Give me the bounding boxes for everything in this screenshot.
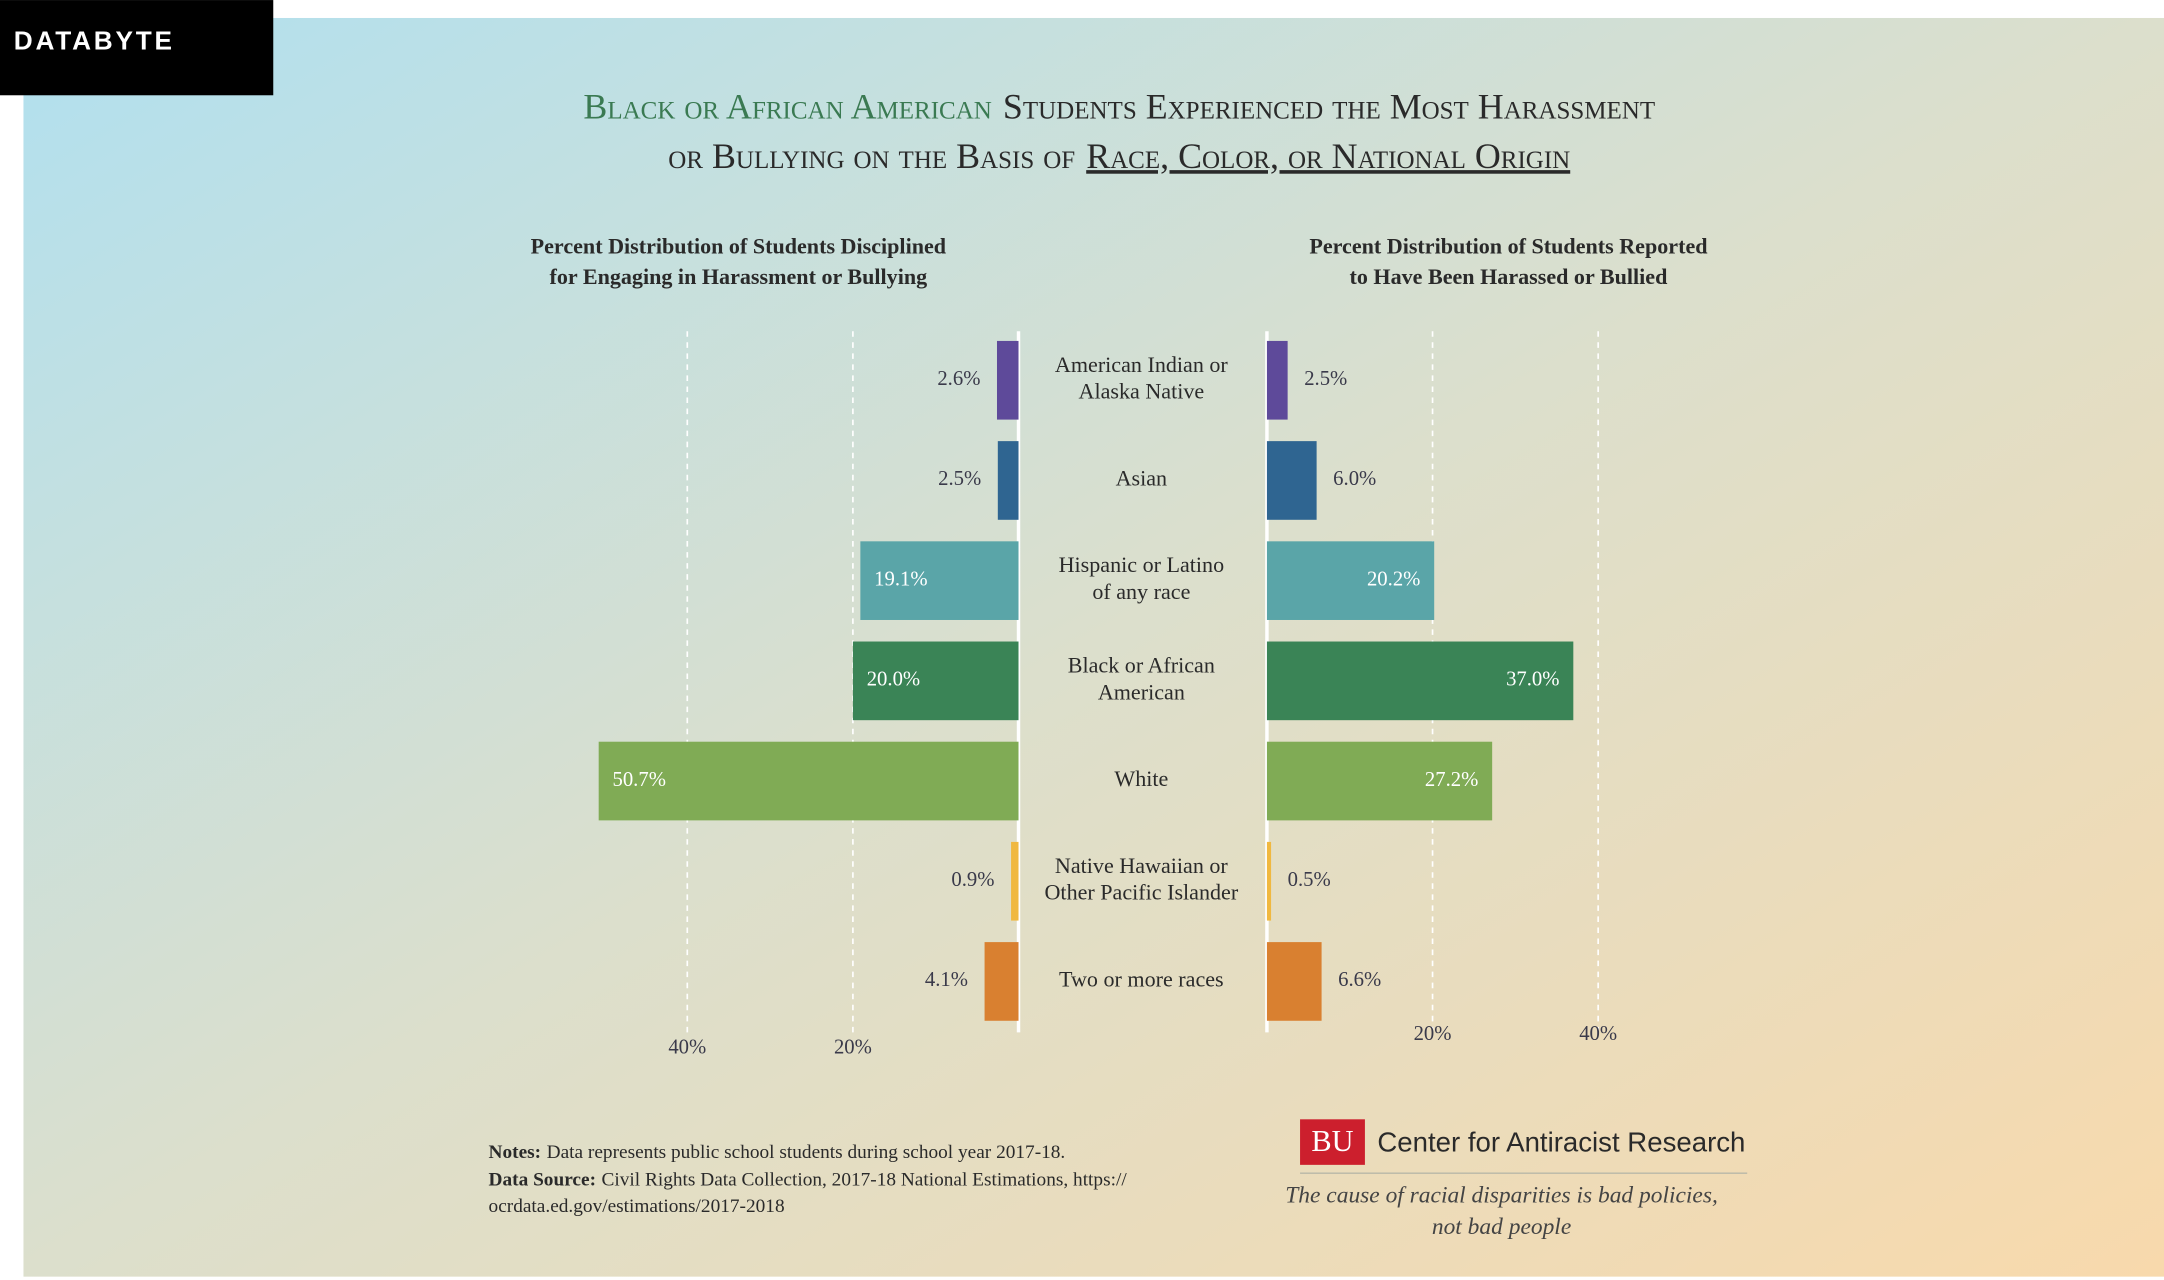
header: DATABYTE [14, 26, 175, 56]
bar [984, 942, 1019, 1021]
category-label: Black or African American [1068, 652, 1215, 704]
category-label: Native Hawaiian or Other Pacific Islander [1044, 853, 1238, 905]
bar [997, 441, 1019, 520]
bar [598, 741, 1019, 821]
title-highlight: Black or African American [583, 87, 991, 127]
category-label: Two or more races [1059, 966, 1224, 991]
value-label: 2.5% [1304, 368, 1347, 390]
panel-title: Percent Distribution of Students Discipl… [531, 234, 947, 289]
bar [1266, 841, 1272, 921]
value-label: 2.6% [937, 368, 980, 390]
title-underlined: Race, Color, or National Origin [1086, 136, 1570, 176]
logo-box [1300, 1119, 1365, 1165]
value-label: 19.1% [874, 568, 927, 590]
panel-title: Percent Distribution of Students Reporte… [1309, 234, 1708, 289]
bar [860, 541, 1019, 620]
value-label: 27.2% [1425, 769, 1478, 791]
value-label: 0.5% [1288, 869, 1331, 891]
value-label: 6.0% [1333, 468, 1376, 490]
source-text: Civil Rights Data Collection, 2017-18 Na… [602, 1170, 1128, 1191]
bar [1266, 441, 1317, 520]
title-line: Students Experienced the Most Harassment [1003, 87, 1655, 127]
x-tick-label: 40% [668, 1037, 706, 1059]
category-label: White [1114, 766, 1168, 791]
bar [1266, 942, 1322, 1021]
value-label: 6.6% [1338, 969, 1381, 991]
notes: Notes: Data represents public school stud… [489, 1142, 1066, 1163]
bar [996, 340, 1019, 420]
background [23, 17, 2164, 1277]
bar [1266, 641, 1574, 721]
category-label: Asian [1116, 466, 1168, 491]
category-label: American Indian or Alaska Native [1055, 352, 1229, 404]
value-label: 20.2% [1367, 568, 1420, 590]
x-tick-label: 20% [1414, 1023, 1452, 1045]
value-label: 2.5% [938, 468, 981, 490]
bar [1266, 541, 1435, 620]
chart-title: or Bullying on the Basis of Race, Color, … [668, 136, 1570, 176]
value-label: 0.9% [951, 869, 994, 891]
bar [1266, 340, 1288, 420]
bar [1266, 741, 1493, 821]
chart-title: Black or African American Students Experi… [583, 87, 1655, 127]
value-label: 37.0% [1506, 669, 1559, 691]
notes-label: Notes: [489, 1142, 542, 1163]
tagline: The cause of racial disparities is bad p… [1285, 1183, 1718, 1241]
value-label: 50.7% [612, 769, 665, 791]
source: Data Source: Civil Rights Data Collection… [489, 1170, 1128, 1191]
source-label: Data Source: [489, 1170, 596, 1191]
value-label: 20.0% [867, 669, 920, 691]
bar [1011, 841, 1019, 921]
x-tick-label: 40% [1579, 1023, 1617, 1045]
bar [852, 641, 1019, 721]
brand-name: Center for Antiracist Research [1377, 1126, 1745, 1157]
notes-text: Data represents public school students d… [547, 1142, 1066, 1163]
source-text: ocrdata.ed.gov/estimations/2017-2018 [489, 1196, 785, 1217]
value-label: 4.1% [925, 969, 968, 991]
title-line: or Bullying on the Basis of [668, 136, 1075, 176]
logo: BU [1311, 1124, 1353, 1158]
header-box [0, 0, 274, 96]
category-label: Hispanic or Latino of any race [1059, 552, 1225, 604]
x-tick-label: 20% [834, 1037, 872, 1059]
